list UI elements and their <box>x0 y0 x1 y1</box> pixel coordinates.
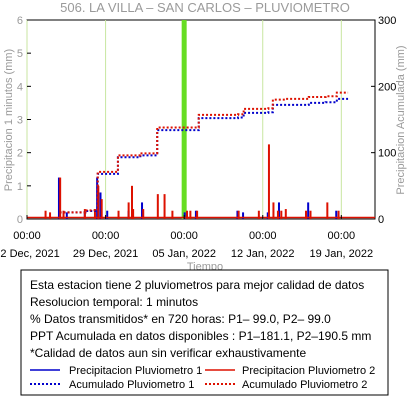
chart-title: 506. LA VILLA – SAN CARLOS – PLUVIOMETRO <box>60 0 350 15</box>
tick-label-right: 300 <box>378 15 396 27</box>
tick-label-left: 1 <box>17 181 23 193</box>
tick-label-left: 0 <box>17 214 23 226</box>
y-axis-right-title: Precipitacion Acumulada (mm) <box>395 45 407 194</box>
y-axis-left-title: Precipitacion 1 minutos (mm) <box>3 49 15 191</box>
plot-area <box>26 19 376 220</box>
acc-line-p2 <box>59 91 349 214</box>
tick-label-time: 00:00 <box>328 230 356 242</box>
highlight-band <box>181 20 187 219</box>
info-box: Esta estacion tiene 2 pluviometros para … <box>20 269 389 396</box>
legend-label-p1-bar: Precipitacion Pluviometro 1 <box>69 365 202 377</box>
tick-label-date: 12 Jan, 2022 <box>231 248 295 260</box>
info-line-3: % Datos transmitidos* en 720 horas: P1– … <box>30 312 331 326</box>
tick-label-time: 00:00 <box>170 230 198 242</box>
legend-label-p1-acc: Acumulado Pluviometro 1 <box>69 379 194 391</box>
legend-label-p2-bar: Precipitacion Pluviometro 2 <box>242 365 375 377</box>
tick-label-time: 00:00 <box>249 230 277 242</box>
tick-label-left: 2 <box>17 148 23 160</box>
acc-line-p1 <box>59 97 349 214</box>
precip-bars <box>27 144 375 219</box>
tick-label-left: 3 <box>17 115 23 127</box>
info-line-1: Esta estacion tiene 2 pluviometros para … <box>30 278 364 292</box>
tick-label-right: 100 <box>378 148 396 160</box>
tick-label-time: 00:00 <box>92 230 120 242</box>
tick-label-left: 5 <box>17 48 23 60</box>
tick-label-date: 05 Jan, 2022 <box>152 248 216 260</box>
info-line-2: Resolucion temporal: 1 minutos <box>30 295 198 309</box>
tick-label-right: 200 <box>378 81 396 93</box>
tick-label-time: 00:00 <box>13 230 41 242</box>
tick-label-left: 6 <box>17 15 23 27</box>
tick-label-right: 0 <box>378 214 384 226</box>
info-line-4: PPT Acumulada en datos disponibles : P1–… <box>30 329 371 343</box>
tick-label-date: 29 Dec, 2021 <box>73 248 138 260</box>
tick-label-date: 22 Dec, 2021 <box>0 248 60 260</box>
info-box-frame <box>20 269 389 396</box>
legend: Precipitacion Pluviometro 1 Precipitacio… <box>30 365 375 391</box>
axis-ticks: 0 1 2 3 4 5 6 0 100 200 300 00:00 22 Dec, 2021 00:00 2… <box>0 15 396 260</box>
tick-label-date: 19 Jan, 2022 <box>310 248 374 260</box>
info-line-5: *Calidad de datos aun sin verificar exha… <box>30 346 306 360</box>
accumulated-lines <box>59 91 349 214</box>
tick-label-left: 4 <box>17 81 23 93</box>
legend-label-p2-acc: Acumulado Pluviometro 2 <box>242 379 367 391</box>
